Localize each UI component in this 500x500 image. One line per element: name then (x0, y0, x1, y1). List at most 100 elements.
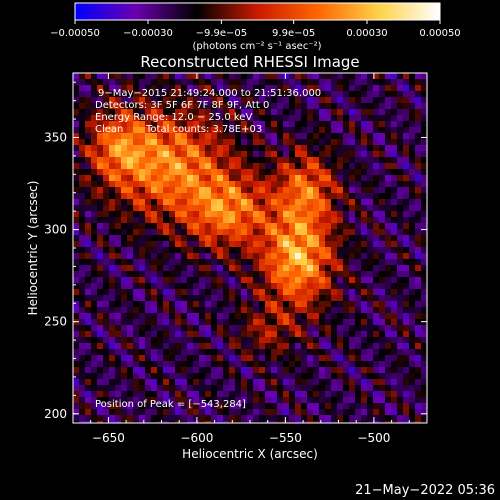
heatmap-cell (325, 361, 332, 368)
heatmap-cell (229, 193, 236, 200)
heatmap-cell (313, 181, 320, 188)
heatmap-cell (361, 187, 368, 194)
heatmap-cell (247, 85, 254, 92)
heatmap-cell (157, 79, 164, 86)
heatmap-cell (223, 283, 230, 290)
heatmap-cell (409, 85, 416, 92)
heatmap-cell (127, 139, 134, 146)
heatmap-cell (139, 73, 146, 80)
heatmap-cell (391, 91, 398, 98)
heatmap-cell (169, 241, 176, 248)
heatmap-cell (175, 391, 182, 398)
heatmap-cell (73, 379, 80, 386)
heatmap-cell (127, 253, 134, 260)
heatmap-cell (367, 283, 374, 290)
heatmap-cell (127, 283, 134, 290)
heatmap-cell (337, 289, 344, 296)
heatmap-cell (343, 391, 350, 398)
heatmap-cell (181, 319, 188, 326)
heatmap-cell (217, 115, 224, 122)
heatmap-cell (139, 235, 146, 242)
heatmap-cell (409, 121, 416, 128)
heatmap-cell (85, 133, 92, 140)
heatmap-cell (265, 403, 272, 410)
heatmap-cell (421, 355, 427, 362)
heatmap-cell (151, 145, 158, 152)
heatmap-cell (79, 391, 86, 398)
heatmap-cell (199, 271, 206, 278)
heatmap-cell (223, 139, 230, 146)
heatmap-cell (385, 373, 392, 380)
heatmap-cell (397, 103, 404, 110)
heatmap-cell (205, 181, 212, 188)
heatmap-cell (307, 319, 314, 326)
heatmap-cell (331, 361, 338, 368)
heatmap-cell (205, 133, 212, 140)
heatmap-cell (127, 409, 134, 416)
heatmap-cell (175, 355, 182, 362)
heatmap-cell (73, 313, 80, 320)
heatmap-cell (157, 355, 164, 362)
heatmap-cell (253, 187, 260, 194)
heatmap-cell (151, 325, 158, 332)
heatmap-cell (181, 373, 188, 380)
heatmap-cell (253, 253, 260, 260)
heatmap-cell (169, 151, 176, 158)
heatmap-cell (109, 163, 116, 170)
heatmap-cell (121, 205, 128, 212)
heatmap-cell (181, 343, 188, 350)
heatmap-cell (217, 319, 224, 326)
heatmap-cell (373, 229, 380, 236)
heatmap-cell (193, 277, 200, 284)
heatmap-cell (85, 91, 92, 98)
heatmap-cell (385, 337, 392, 344)
heatmap-cell (373, 175, 380, 182)
heatmap-cell (355, 277, 362, 284)
heatmap-cell (181, 367, 188, 374)
heatmap-cell (337, 247, 344, 254)
heatmap-cell (283, 235, 290, 242)
heatmap-cell (289, 73, 296, 80)
heatmap-cell (265, 193, 272, 200)
heatmap-cell (229, 289, 236, 296)
heatmap-cell (241, 79, 248, 86)
heatmap-cell (211, 367, 218, 374)
heatmap-cell (85, 361, 92, 368)
heatmap-cell (91, 415, 98, 422)
heatmap-cell (145, 145, 152, 152)
heatmap-cell (403, 163, 410, 170)
heatmap-cell (361, 397, 368, 404)
heatmap-cell (385, 73, 392, 80)
heatmap-cell (205, 301, 212, 308)
heatmap-cell (199, 337, 206, 344)
heatmap-cell (289, 157, 296, 164)
heatmap-cell (73, 163, 80, 170)
heatmap-cell (319, 391, 326, 398)
heatmap-cell (103, 247, 110, 254)
heatmap-cell (343, 115, 350, 122)
heatmap-cell (247, 109, 254, 116)
heatmap-cell (337, 331, 344, 338)
heatmap-cell (211, 295, 218, 302)
heatmap-cell (349, 163, 356, 170)
heatmap-cell (307, 169, 314, 176)
heatmap-cell (355, 289, 362, 296)
heatmap-cell (271, 163, 278, 170)
heatmap-cell (115, 379, 122, 386)
heatmap-cell (403, 109, 410, 116)
heatmap-cell (103, 187, 110, 194)
heatmap-cell (253, 385, 260, 392)
heatmap-cell (169, 193, 176, 200)
heatmap-cell (163, 409, 170, 416)
heatmap-cell (103, 421, 110, 423)
heatmap-cell (301, 283, 308, 290)
heatmap-cell (163, 145, 170, 152)
heatmap-cell (91, 97, 98, 104)
heatmap-cell (253, 403, 260, 410)
heatmap-cell (241, 331, 248, 338)
heatmap-cell (343, 79, 350, 86)
heatmap-cell (223, 397, 230, 404)
heatmap-cell (217, 121, 224, 128)
heatmap-cell (325, 325, 332, 332)
heatmap-cell (373, 163, 380, 170)
